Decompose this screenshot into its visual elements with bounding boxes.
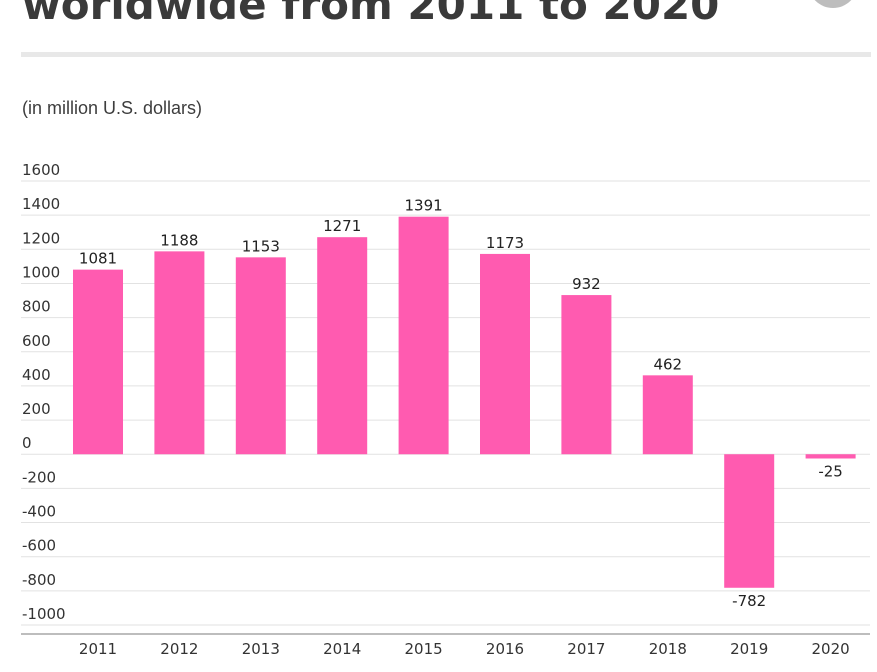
x-tick-label-2017: 2017	[567, 640, 605, 658]
x-tick-label-2013: 2013	[242, 640, 280, 658]
bar-2012	[154, 251, 205, 455]
data-label-2018: 462	[653, 355, 682, 373]
data-label-2012: 1188	[160, 231, 198, 249]
bar-2013	[235, 257, 286, 455]
data-label-2014: 1271	[323, 217, 361, 235]
bar-2014	[317, 237, 368, 455]
y-tick-label: 800	[22, 298, 51, 316]
y-tick-label: 1200	[22, 229, 60, 247]
y-tick-label: 1000	[22, 263, 60, 281]
data-label-2020: -25	[818, 463, 843, 481]
data-label-2017: 932	[572, 275, 601, 293]
x-tick-label-2014: 2014	[323, 640, 361, 658]
x-tick-label-2012: 2012	[160, 640, 198, 658]
data-label-2016: 1173	[486, 234, 524, 252]
y-tick-label: 1400	[22, 195, 60, 213]
data-labels: 1081 1188 1153 1271 1391 1173 932 462 -782 -25	[79, 197, 843, 610]
y-tick-label: -600	[22, 537, 56, 555]
y-tick-label: -1000	[22, 605, 66, 623]
x-axis-tick-labels: 2011 2012 2013 2014 2015 2016 2017 2018 2019 2020	[79, 640, 850, 658]
y-tick-label: -200	[22, 468, 56, 486]
bar-2015	[398, 216, 449, 455]
bar-2020	[805, 454, 856, 459]
y-tick-label: 1600	[22, 161, 60, 179]
y-tick-label: -800	[22, 571, 56, 589]
y-tick-label: 400	[22, 366, 51, 384]
chart-title: worldwide from 2011 to 2020	[22, 0, 720, 29]
data-label-2019: -782	[732, 592, 766, 610]
data-label-2015: 1391	[405, 197, 443, 215]
x-tick-label-2020: 2020	[812, 640, 850, 658]
data-label-2011: 1081	[79, 250, 117, 268]
bar-2019	[724, 454, 775, 588]
y-tick-label: 600	[22, 332, 51, 350]
y-tick-label: -400	[22, 503, 56, 521]
chart-subtitle: (in million U.S. dollars)	[22, 98, 203, 118]
bars	[73, 216, 856, 588]
y-axis-tick-labels: 1600 1400 1200 1000 800 600 400 200 0 -200 -400 -60…	[22, 161, 66, 623]
bar-2016	[480, 253, 530, 455]
bar-2011	[73, 269, 123, 455]
y-tick-label: 0	[22, 434, 32, 452]
x-tick-label-2011: 2011	[79, 640, 117, 658]
title-divider	[21, 52, 871, 57]
corner-badge-icon	[808, 0, 858, 8]
x-tick-label-2019: 2019	[730, 640, 768, 658]
y-tick-label: 200	[22, 400, 51, 418]
x-tick-label-2018: 2018	[649, 640, 687, 658]
x-tick-label-2016: 2016	[486, 640, 524, 658]
bar-2017	[561, 295, 612, 455]
data-label-2013: 1153	[242, 237, 280, 255]
bar-2018	[642, 375, 693, 455]
x-tick-label-2015: 2015	[405, 640, 443, 658]
